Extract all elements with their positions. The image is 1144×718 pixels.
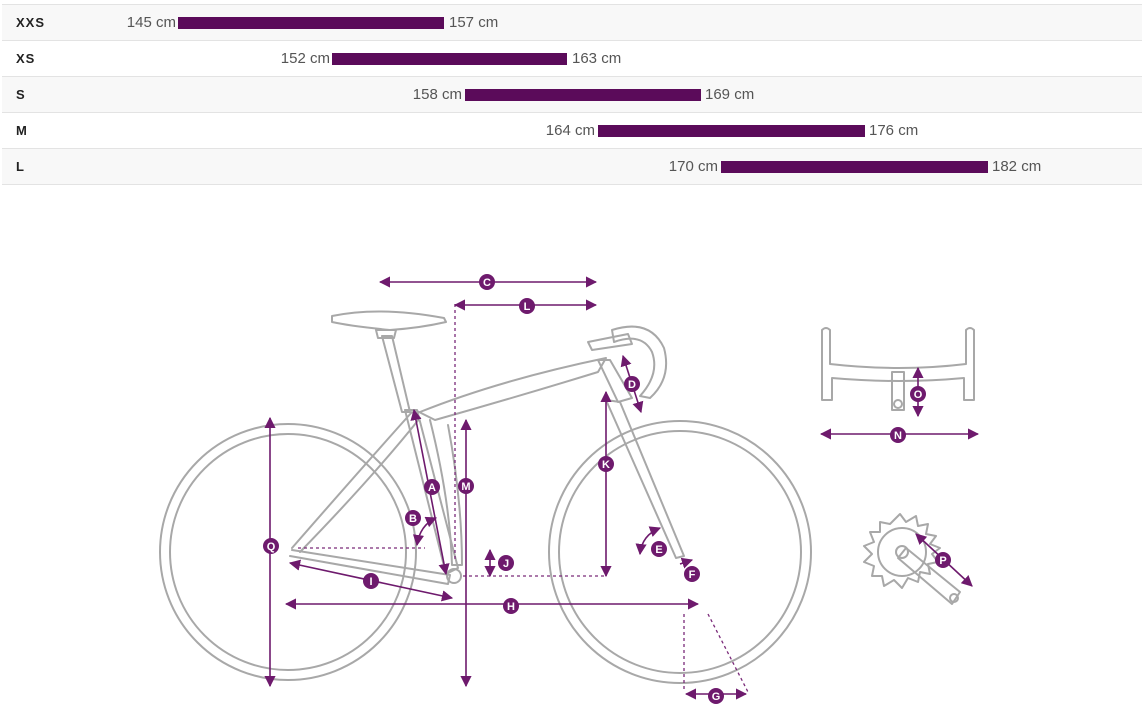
svg-text:D: D bbox=[628, 379, 636, 391]
label-c: C bbox=[479, 274, 495, 290]
handlebar-stem-bolt bbox=[893, 399, 903, 409]
label-o: O bbox=[910, 386, 926, 402]
svg-text:C: C bbox=[483, 277, 491, 289]
seat-stay bbox=[291, 411, 421, 553]
height-range-bar bbox=[598, 125, 865, 137]
label-m: M bbox=[458, 478, 474, 494]
svg-text:Q: Q bbox=[267, 541, 276, 553]
label-l: L bbox=[519, 298, 535, 314]
svg-text:B: B bbox=[409, 513, 417, 525]
size-label: XXS bbox=[16, 15, 46, 30]
svg-text:A: A bbox=[428, 482, 436, 494]
svg-text:O: O bbox=[914, 389, 923, 401]
label-b: B bbox=[405, 510, 421, 526]
label-e: E bbox=[651, 541, 667, 557]
bike-geometry-diagram: A B C D E F G H I J K L M N O P Q bbox=[159, 274, 980, 704]
bike-illustration bbox=[159, 310, 975, 684]
label-q: Q bbox=[263, 538, 279, 554]
svg-text:H: H bbox=[507, 601, 515, 613]
size-label: XS bbox=[16, 51, 36, 66]
saddle-clamp bbox=[375, 329, 397, 339]
saddle bbox=[331, 310, 447, 331]
svg-text:I: I bbox=[369, 576, 372, 588]
label-d: D bbox=[624, 376, 640, 392]
svg-text:M: M bbox=[461, 481, 470, 493]
min-height-label: 145 cm bbox=[126, 14, 176, 31]
svg-text:E: E bbox=[655, 544, 662, 556]
size-row-s: S 158 cm 169 cm bbox=[2, 77, 1142, 113]
size-chart: XXS 145 cm 157 cm XS 152 cm 163 cm S 158… bbox=[2, 4, 1142, 185]
min-height-label: 152 cm bbox=[280, 50, 330, 67]
min-height-label: 164 cm bbox=[545, 122, 595, 139]
height-range-bar bbox=[178, 17, 444, 29]
label-i: I bbox=[363, 573, 379, 589]
min-height-label: 170 cm bbox=[668, 158, 718, 175]
label-j: J bbox=[498, 555, 514, 571]
size-label: S bbox=[16, 87, 26, 102]
chainring-spindle bbox=[895, 545, 909, 559]
size-label: M bbox=[16, 123, 28, 138]
max-height-label: 157 cm bbox=[449, 14, 499, 31]
height-range-bar bbox=[465, 89, 701, 101]
front-wheel-outer bbox=[548, 420, 812, 684]
rear-wheel-inner bbox=[169, 433, 407, 671]
seat-post bbox=[381, 335, 411, 413]
svg-text:K: K bbox=[602, 459, 610, 471]
size-row-m: M 164 cm 176 cm bbox=[2, 113, 1142, 149]
size-row-xs: XS 152 cm 163 cm bbox=[2, 41, 1142, 77]
height-range-bar bbox=[332, 53, 567, 65]
height-range-bar bbox=[721, 161, 988, 173]
max-height-label: 169 cm bbox=[705, 86, 755, 103]
stem bbox=[587, 333, 633, 351]
dimension-arrows bbox=[264, 276, 980, 700]
dimension-labels: A B C D E F G H I J K L M N O P Q bbox=[263, 274, 951, 704]
svg-text:F: F bbox=[689, 569, 696, 581]
min-height-label: 158 cm bbox=[412, 86, 462, 103]
drop-bar bbox=[611, 325, 668, 399]
size-row-xxs: XXS 145 cm 157 cm bbox=[2, 4, 1142, 41]
front-wheel-inner bbox=[558, 430, 802, 674]
size-row-l: L 170 cm 182 cm bbox=[2, 149, 1142, 185]
top-tube bbox=[414, 357, 607, 421]
label-f: F bbox=[684, 566, 700, 582]
svg-text:N: N bbox=[894, 430, 902, 442]
label-p: P bbox=[935, 552, 951, 568]
size-label: L bbox=[16, 159, 25, 174]
crank-pedal-bolt bbox=[949, 593, 959, 603]
svg-text:G: G bbox=[712, 691, 721, 703]
fork bbox=[605, 399, 685, 559]
label-g: G bbox=[708, 688, 724, 704]
max-height-label: 176 cm bbox=[869, 122, 919, 139]
label-n: N bbox=[890, 427, 906, 443]
handlebar-stem-front bbox=[891, 371, 905, 411]
label-k: K bbox=[598, 456, 614, 472]
max-height-label: 163 cm bbox=[572, 50, 622, 67]
max-height-label: 182 cm bbox=[992, 158, 1042, 175]
svg-text:L: L bbox=[524, 301, 531, 313]
label-h: H bbox=[503, 598, 519, 614]
svg-text:J: J bbox=[503, 558, 509, 570]
handlebar-front-view bbox=[821, 327, 975, 401]
label-a: A bbox=[424, 479, 440, 495]
svg-text:P: P bbox=[939, 555, 946, 567]
rear-wheel-outer bbox=[159, 423, 417, 681]
reference-lines bbox=[298, 304, 749, 693]
